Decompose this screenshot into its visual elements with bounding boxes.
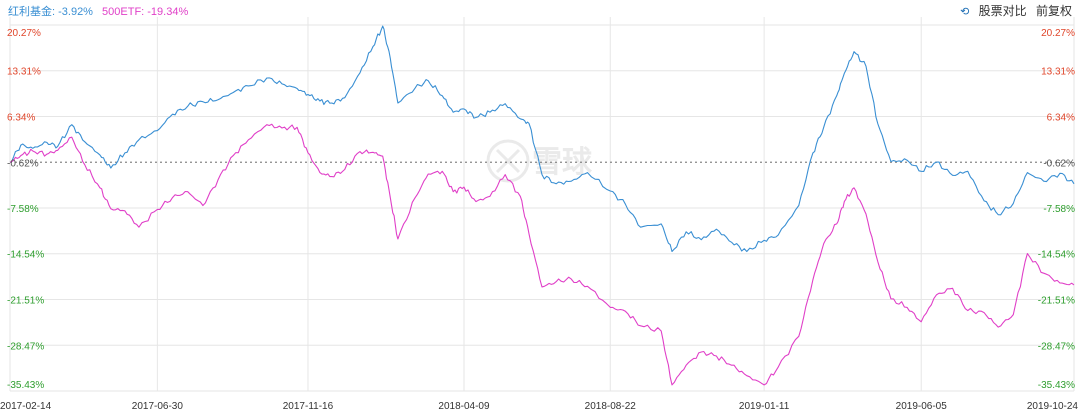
y-tick-label-right: 20.27% <box>1041 28 1075 39</box>
legend: 红利基金: -3.92% 500ETF: -19.34% <box>8 3 194 19</box>
watermark: 雪球 <box>486 139 593 183</box>
y-tick-label-right: -14.54% <box>1038 250 1075 261</box>
series-line-2 <box>9 123 1075 386</box>
x-tick-label: 2019-06-05 <box>896 401 948 412</box>
y-tick-label-left: -35.43% <box>7 380 44 391</box>
x-tick-label: 2018-08-22 <box>585 401 637 412</box>
y-tick-label-left: -0.62% <box>7 158 39 169</box>
y-tick-label-right: -7.58% <box>1043 204 1075 215</box>
y-tick-label-right: -21.51% <box>1038 296 1075 307</box>
back-icon[interactable]: ⟲ <box>960 6 970 18</box>
series-line-1 <box>9 25 1075 253</box>
x-tick-label: 2019-01-11 <box>739 401 790 412</box>
chart-controls: ⟲ 股票对比 前复权 <box>954 2 1072 19</box>
y-tick-label-right: 6.34% <box>1047 113 1075 124</box>
y-tick-label-left: 20.27% <box>7 28 41 39</box>
labels-layer: 20.27% 20.27% 13.31% 13.31% 6.34% 6.34% -0.62%… <box>0 28 1078 412</box>
y-tick-label-right: -28.47% <box>1038 341 1075 352</box>
price-adjust-button[interactable]: 前复权 <box>1035 4 1072 18</box>
y-tick-label-left: -14.54% <box>7 250 44 261</box>
legend-series-2: 500ETF: -19.34% <box>102 6 189 18</box>
y-tick-label-left: -7.58% <box>7 204 39 215</box>
stock-compare-button[interactable]: 股票对比 <box>978 4 1027 18</box>
y-tick-label-right: -35.43% <box>1038 380 1075 391</box>
legend-series-1: 红利基金: -3.92% <box>8 6 93 18</box>
watermark-text: 雪球 <box>532 145 593 180</box>
x-tick-label: 2019-10-24 <box>1027 401 1079 412</box>
x-tick-label: 2017-11-16 <box>283 401 334 412</box>
y-tick-label-left: -28.47% <box>7 341 44 352</box>
lines-layer <box>9 25 1075 386</box>
y-tick-label-left: -21.51% <box>7 296 44 307</box>
xueqiu-logo-icon <box>486 139 530 183</box>
y-tick-label-right: 13.31% <box>1041 67 1075 78</box>
x-tick-label: 2017-06-30 <box>132 401 184 412</box>
x-tick-label: 2017-02-14 <box>0 401 52 412</box>
y-tick-label-left: 13.31% <box>7 67 41 78</box>
y-tick-label-left: 6.34% <box>7 113 35 124</box>
y-tick-label-right: -0.62% <box>1043 158 1075 169</box>
grid-layer <box>9 17 1075 392</box>
x-tick-label: 2018-04-09 <box>438 401 490 412</box>
